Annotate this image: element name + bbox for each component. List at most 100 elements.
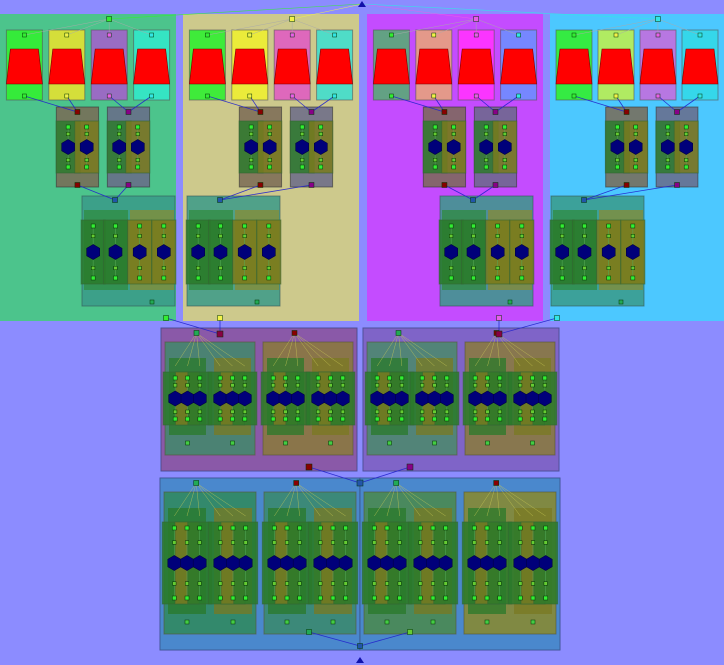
fan-edge — [296, 482, 300, 517]
group-out-node — [217, 315, 223, 321]
column-top-node — [495, 223, 500, 229]
column-node — [633, 132, 638, 136]
column-bottom-node — [615, 164, 620, 170]
trapezoid-node — [273, 48, 311, 85]
column-foot-node — [389, 93, 394, 99]
column-node — [295, 409, 300, 414]
column-bottom-node — [343, 595, 348, 601]
lower-block-hub — [112, 197, 118, 203]
column-node — [266, 234, 271, 238]
column-top-node — [195, 223, 201, 229]
column-node — [531, 581, 535, 586]
column-node — [372, 581, 377, 586]
column-top-node — [197, 375, 203, 381]
column-head-node — [697, 32, 703, 38]
column-node — [300, 158, 305, 162]
column-bottom-node — [172, 595, 177, 601]
sub-block-hub — [293, 480, 299, 486]
bottom-block-hub — [356, 479, 364, 487]
sub-block-hub — [393, 480, 399, 486]
hexagon-node — [444, 244, 459, 260]
fan-edge — [294, 332, 331, 367]
fan-edge — [398, 332, 403, 367]
column-bottom-node — [284, 595, 290, 601]
column-bottom-node — [519, 275, 525, 281]
column-bottom-node — [559, 275, 565, 281]
fan-edge — [496, 332, 521, 367]
column-top-node — [630, 223, 636, 229]
hexagon-node — [292, 555, 307, 571]
column-node — [397, 581, 402, 586]
column-foot-node — [473, 93, 479, 99]
column-node — [472, 581, 477, 586]
column-node — [375, 383, 380, 388]
column-node — [91, 234, 96, 238]
mini-block-out — [257, 182, 264, 188]
column-node — [443, 540, 448, 545]
column-bottom-node — [502, 164, 508, 170]
column-top-node — [472, 375, 478, 381]
panel-out-node — [184, 619, 190, 625]
column-node — [242, 383, 247, 388]
column-bottom-node — [248, 164, 254, 170]
fan-edge — [487, 332, 497, 367]
column-node — [385, 581, 389, 586]
column-top-node — [542, 375, 548, 381]
column-top-node — [615, 124, 620, 130]
hexagon-node — [238, 555, 253, 571]
column-top-node — [343, 525, 348, 531]
column-bottom-node — [443, 595, 448, 601]
column-node — [218, 409, 223, 414]
column-node — [185, 409, 190, 414]
hexagon-node — [446, 139, 461, 155]
column-node — [420, 409, 425, 414]
column-top-node — [497, 525, 502, 531]
mini-block-hub — [125, 109, 132, 115]
fan-edge — [496, 482, 546, 517]
column-node — [173, 409, 178, 414]
column-node — [272, 581, 277, 586]
column-node — [285, 540, 289, 545]
column-node — [542, 409, 547, 414]
hexagon-node — [79, 139, 94, 155]
fan-edge — [187, 332, 197, 367]
fan-edge — [174, 482, 197, 517]
column-bottom-node — [283, 416, 288, 422]
column-top-node — [518, 525, 523, 531]
column-foot-node — [247, 93, 253, 99]
column-top-node — [284, 525, 290, 531]
down-edge — [391, 95, 445, 113]
column-bottom-node — [530, 416, 535, 422]
hexagon-node — [112, 139, 126, 155]
fan-edge — [374, 482, 397, 517]
column-top-node — [483, 124, 489, 130]
column-top-node — [430, 525, 436, 531]
fan-edge — [285, 332, 295, 367]
column-top-node — [299, 124, 305, 130]
column-foot-node — [149, 93, 154, 99]
column-node — [431, 540, 435, 545]
column-bottom-node — [230, 416, 235, 422]
column-bottom-node — [384, 595, 390, 601]
column-node — [271, 383, 276, 388]
down-edge — [573, 95, 627, 113]
column-bottom-node — [295, 416, 301, 422]
column-top-node — [471, 223, 476, 229]
column-top-node — [267, 124, 272, 130]
column-node — [542, 383, 547, 388]
trapezoid-node — [48, 48, 86, 85]
column-head-node — [205, 32, 210, 38]
hexagon-node — [157, 244, 171, 260]
column-top-node — [372, 525, 377, 531]
column-node — [665, 132, 670, 136]
panel-out-node — [484, 619, 490, 625]
column-top-node — [444, 375, 450, 381]
column-node — [196, 266, 201, 270]
fan-edge — [573, 18, 658, 36]
column-top-node — [161, 223, 167, 229]
column-node — [684, 132, 689, 136]
column-top-node — [283, 375, 288, 381]
column-head-node — [389, 32, 394, 38]
column-node — [230, 409, 235, 414]
